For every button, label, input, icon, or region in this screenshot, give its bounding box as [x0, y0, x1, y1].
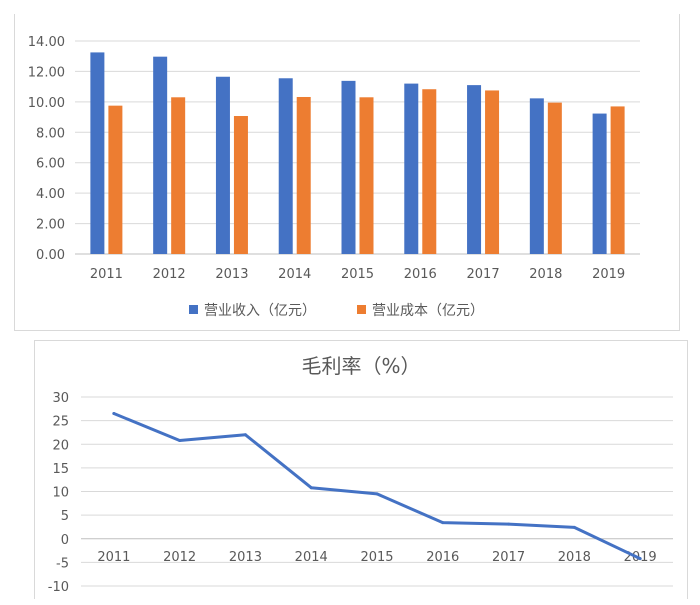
gross-margin-point	[112, 412, 116, 416]
legend-label-cost: 营业成本（亿元）	[372, 303, 484, 319]
gross-margin-point	[375, 492, 379, 496]
legend-swatch-cost	[357, 305, 366, 314]
revenue-bar	[90, 52, 105, 255]
gross-margin-point	[309, 486, 313, 490]
y-tick-label: 0	[61, 533, 69, 548]
cost-bar	[485, 90, 500, 254]
gross-margin-point	[178, 438, 182, 442]
gross-margin-line-chart: 毛利率（%） -10 -5 0 5 10 15 20 25 30 2011 2012 2013 2014 2…	[48, 354, 673, 595]
x-tick-label: 2018	[529, 267, 562, 282]
x-tick-label: 2011	[90, 267, 123, 282]
gross-margin-chart-panel: 毛利率（%） -10 -5 0 5 10 15 20 25 30 2011 2012 2013 2014 2…	[34, 340, 688, 599]
revenue-bar	[529, 98, 544, 255]
cost-bar	[422, 89, 437, 255]
y-tick-label: 5	[61, 509, 69, 524]
gross-margin-point	[441, 521, 445, 525]
y-tick-label: 15	[52, 462, 69, 477]
cost-bar	[296, 96, 311, 254]
revenue-bar	[153, 56, 168, 254]
y-tick-label: 4.00	[36, 187, 65, 202]
gross-margin-point	[243, 433, 247, 437]
x-tick-label: 2016	[426, 550, 459, 565]
x-tick-label: 2015	[360, 550, 393, 565]
y-tick-label: 0.00	[36, 248, 65, 263]
cost-bar	[233, 116, 248, 254]
y-tick-label: 8.00	[36, 126, 65, 141]
cost-bar	[108, 105, 123, 255]
x-tick-label: 2019	[592, 267, 625, 282]
x-tick-label: 2012	[153, 267, 186, 282]
x-tick-label: 2017	[492, 550, 525, 565]
revenue-bar	[592, 113, 607, 254]
x-tick-label: 2018	[558, 550, 591, 565]
x-tick-label: 2015	[341, 267, 374, 282]
gross-margin-point	[638, 557, 642, 561]
chart-title: 毛利率（%）	[301, 354, 420, 378]
y-tick-label: 25	[52, 415, 69, 430]
x-tick-label: 2014	[295, 550, 328, 565]
cost-bar	[610, 106, 625, 255]
y-tick-label: 12.00	[28, 65, 65, 80]
y-tick-label: 30	[52, 391, 69, 406]
cost-bar	[359, 97, 374, 255]
x-tick-label: 2014	[278, 267, 311, 282]
gross-margin-point	[507, 522, 511, 526]
y-tick-label: 10.00	[28, 96, 65, 111]
y-tick-label: -10	[48, 580, 69, 595]
x-tick-label: 2012	[163, 550, 196, 565]
x-tick-label: 2017	[467, 267, 500, 282]
legend-label-revenue: 营业收入（亿元）	[204, 303, 316, 319]
gross-margin-point	[572, 525, 576, 529]
y-tick-label: 6.00	[36, 157, 65, 172]
x-tick-label: 2013	[215, 267, 248, 282]
revenue-bar	[341, 80, 356, 255]
y-tick-label: 14.00	[28, 35, 65, 50]
y-tick-label: 20	[52, 438, 69, 453]
x-tick-label: 2011	[97, 550, 130, 565]
revenue-cost-bar-chart: 0.00 2.00 4.00 6.00 8.00 10.00 12.00 14.00 2011 2…	[28, 35, 640, 319]
revenue-bar	[404, 83, 419, 254]
revenue-bar	[467, 85, 482, 254]
y-tick-label: -5	[56, 556, 69, 571]
legend-swatch-revenue	[189, 305, 198, 314]
revenue-cost-chart-panel: 0.00 2.00 4.00 6.00 8.00 10.00 12.00 14.00 2011 2…	[14, 14, 680, 331]
revenue-bar	[278, 78, 293, 255]
x-tick-label: 2016	[404, 267, 437, 282]
cost-bar	[547, 102, 562, 254]
y-tick-label: 10	[52, 486, 69, 501]
gross-margin-line	[112, 412, 642, 561]
y-tick-label: 2.00	[36, 218, 65, 233]
x-tick-label: 2013	[229, 550, 262, 565]
cost-bar	[171, 97, 186, 255]
revenue-bar	[215, 76, 230, 254]
